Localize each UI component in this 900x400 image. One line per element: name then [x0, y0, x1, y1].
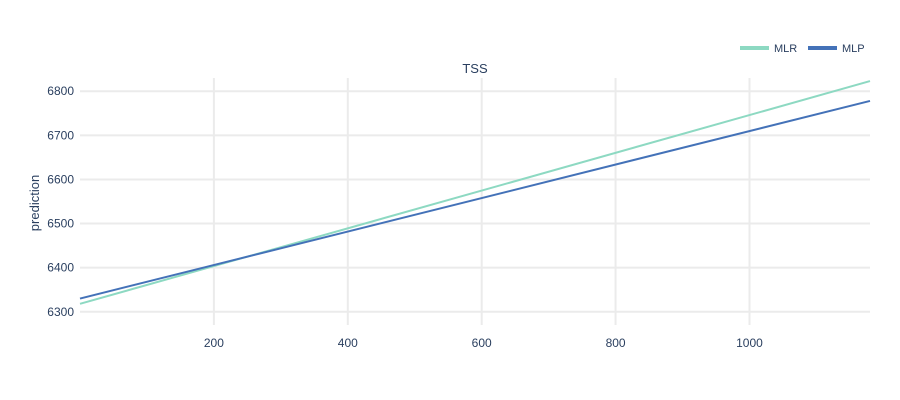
y-tick-label: 6400	[47, 261, 74, 275]
y-tick-label: 6600	[47, 172, 74, 186]
series-lines	[79, 80, 871, 305]
series-line-mlr	[79, 80, 871, 305]
x-tick-label: 200	[204, 336, 224, 350]
legend-label: MLP	[842, 43, 865, 55]
x-tick-label: 400	[338, 336, 358, 350]
legend-item-mlr[interactable]: MLR	[740, 43, 797, 55]
y-tick-label: 6300	[47, 305, 74, 319]
y-axis-ticks: 6300 6400 6500 6600 6700 6800	[47, 84, 74, 319]
series-line-mlp	[79, 99, 871, 300]
y-tick-label: 6500	[47, 217, 74, 231]
x-tick-label: 1000	[736, 336, 763, 350]
legend-item-mlp[interactable]: MLP	[808, 43, 865, 55]
y-tick-label: 6700	[47, 128, 74, 142]
x-tick-label: 600	[472, 336, 492, 350]
legend: MLR MLP	[740, 43, 865, 55]
legend-label: MLR	[774, 43, 797, 55]
x-axis-ticks: 200 400 600 800 1000	[204, 336, 763, 350]
y-axis-title: prediction	[27, 175, 42, 231]
chart-title: TSS	[462, 61, 488, 76]
x-tick-label: 800	[606, 336, 626, 350]
y-tick-label: 6800	[47, 84, 74, 98]
